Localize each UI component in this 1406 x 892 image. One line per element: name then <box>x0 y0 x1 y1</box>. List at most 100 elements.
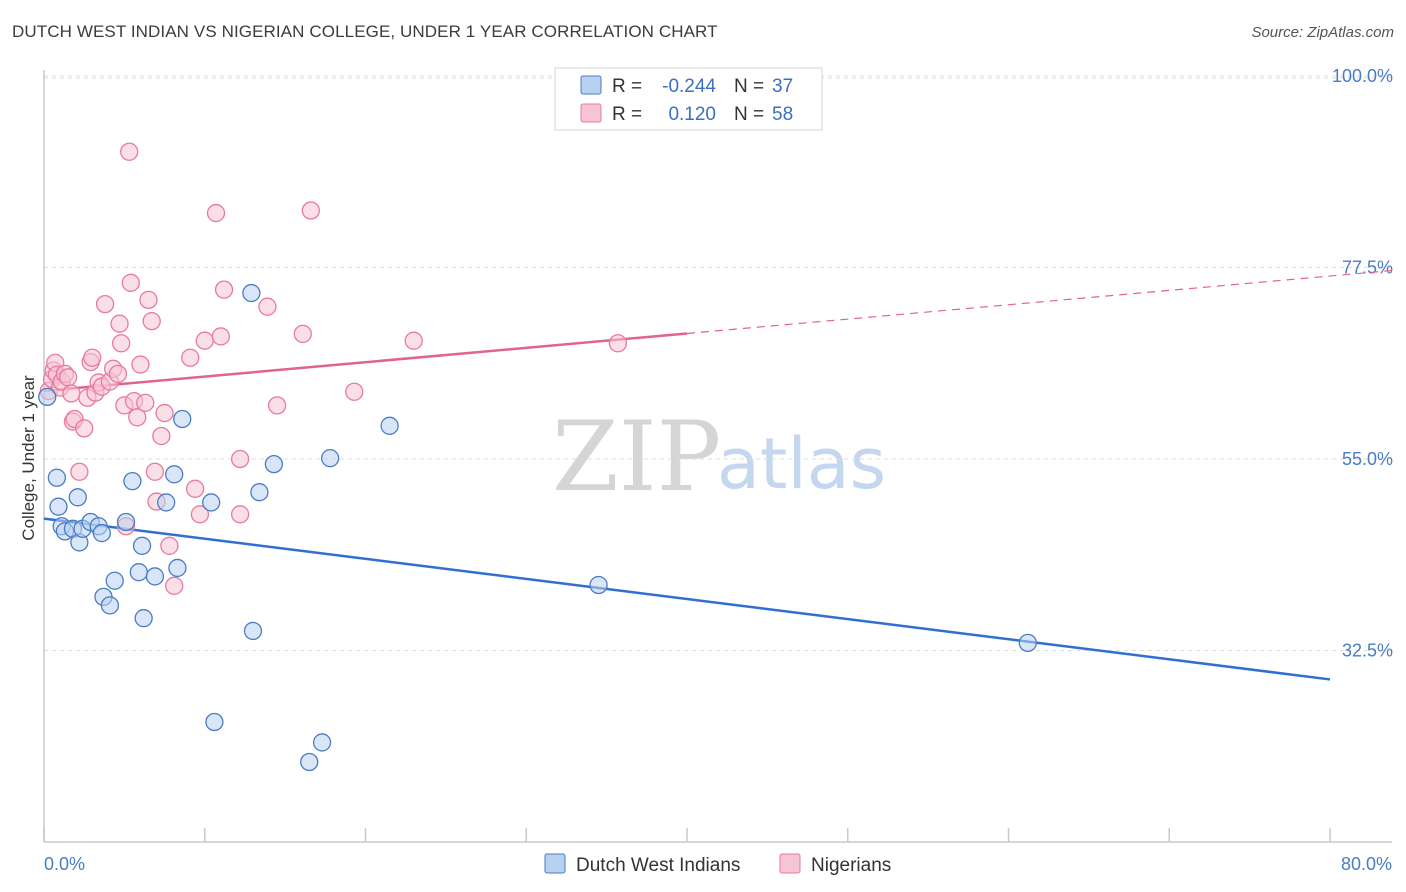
nigerians-point <box>121 273 140 292</box>
nigerians-point <box>142 311 161 331</box>
nigerians-point <box>211 327 230 346</box>
y-axis-label: College, Under 1 year <box>19 375 38 541</box>
dutch-west-indians-point <box>165 465 184 484</box>
x-tick-label-max: 80.0% <box>1341 854 1392 874</box>
nigerians-point <box>58 368 78 387</box>
nigerians-point <box>214 280 234 299</box>
watermark-atlas: atlas <box>717 423 886 505</box>
dutch-west-indians-point <box>68 488 87 507</box>
dutch-west-indians-point <box>38 387 57 407</box>
legend-n-value-pink: 58 <box>772 104 793 125</box>
nigerians-point <box>155 403 174 423</box>
nigerians-point <box>165 576 184 595</box>
legend-n-label-pink: N = <box>734 104 764 125</box>
dutch-west-indians-point <box>312 733 332 752</box>
chart-title: DUTCH WEST INDIAN VS NIGERIAN COLLEGE, U… <box>12 22 718 41</box>
dutch-west-indians-point <box>92 523 112 543</box>
nigerians-point <box>136 393 155 412</box>
nigerians-point <box>608 334 628 353</box>
nigerians-point <box>75 419 94 438</box>
dutch-west-indians-point <box>173 409 192 429</box>
dutch-west-indians-point <box>132 536 152 555</box>
nigerians-point <box>181 348 200 367</box>
bottom-legend-swatch-pink <box>779 853 801 874</box>
y-tick-label: 77.5% <box>1342 258 1393 278</box>
nigerians-point <box>131 355 150 374</box>
trend-lines <box>43 269 1393 681</box>
nigerians-point <box>62 384 81 403</box>
source-label: Source: ZipAtlas.com <box>1251 24 1394 41</box>
dutch-west-indians-point <box>134 609 153 628</box>
bottom-legend: Dutch West Indians Nigerians <box>544 853 891 876</box>
y-tick-label: 32.5% <box>1342 641 1393 661</box>
dutch-west-indians-point <box>380 416 399 435</box>
nigerians-point <box>152 426 171 446</box>
trend-line-nigerians-extension <box>686 269 1393 335</box>
nigerians-point <box>301 201 320 220</box>
y-tick-labels: 32.5% 55.0% 77.5% 100.0% <box>1332 66 1393 660</box>
dutch-west-indians-point <box>243 621 263 641</box>
legend-r-value-pink: 0.120 <box>668 104 716 125</box>
legend-r-label-blue: R = <box>612 76 642 97</box>
dutch-west-indians-point <box>145 567 165 586</box>
nigerians-point <box>206 203 226 223</box>
nigerians-point <box>195 331 214 350</box>
nigerians-point <box>404 331 423 350</box>
grid-lines <box>44 75 1392 652</box>
nigerians-point <box>70 462 89 481</box>
nigerians-point <box>139 290 158 310</box>
dutch-west-indians-point <box>116 512 136 532</box>
nigerians-point <box>230 505 250 524</box>
legend-swatch-blue <box>580 75 602 95</box>
nigerians-point <box>112 334 131 353</box>
dutch-west-indians-point <box>250 483 269 502</box>
watermark-zip: ZIP <box>552 401 721 513</box>
legend-n-label-blue: N = <box>734 76 764 97</box>
dutch-west-indians-point <box>157 493 176 512</box>
dutch-west-indians-point <box>47 468 67 487</box>
nigerians-point <box>190 505 210 524</box>
dutch-west-indians-point <box>100 596 120 615</box>
nigerians-point <box>95 294 115 314</box>
dutch-west-indians-point <box>589 575 608 595</box>
legend-n-value-blue: 37 <box>772 76 793 97</box>
x-axis-ticks <box>43 828 1331 842</box>
nigerians-point <box>267 396 287 415</box>
bottom-legend-label-pink: Nigerians <box>811 855 891 876</box>
nigerians-point <box>345 382 364 401</box>
dutch-west-indians-point <box>129 563 148 582</box>
trend-line-dutch-west-indians <box>43 517 1331 681</box>
nigerians-point <box>230 449 250 469</box>
dutch-west-indians-point <box>264 454 284 474</box>
nigerians-point <box>108 364 128 384</box>
y-tick-label: 55.0% <box>1342 449 1393 469</box>
dutch-west-indians-point <box>105 571 124 590</box>
nigerians-point <box>83 348 102 367</box>
legend-r-value-blue: -0.244 <box>662 76 716 97</box>
dutch-west-indians-points <box>38 283 1037 772</box>
trend-line-nigerians <box>43 332 688 393</box>
nigerians-point <box>185 479 205 498</box>
dutch-west-indians-point <box>242 283 261 303</box>
dutch-west-indians-point <box>123 471 142 491</box>
x-tick-label-min: 0.0% <box>44 854 85 874</box>
bottom-legend-swatch-blue <box>544 853 566 874</box>
nigerians-point <box>128 408 147 427</box>
nigerians-point <box>120 142 139 161</box>
dutch-west-indians-point <box>205 712 224 732</box>
dutch-west-indians-point <box>202 493 221 512</box>
nigerians-points <box>39 142 628 595</box>
nigerians-point <box>145 462 165 481</box>
dutch-west-indians-point <box>168 558 187 578</box>
nigerians-point <box>160 536 179 555</box>
legend-swatch-pink <box>580 103 602 123</box>
legend-r-label-pink: R = <box>612 104 642 125</box>
legend: R = -0.244 N = 37 R = 0.120 N = 58 <box>554 67 823 131</box>
nigerians-point <box>258 297 277 316</box>
nigerians-point <box>293 324 312 344</box>
dutch-west-indians-point <box>300 752 319 772</box>
nigerians-point <box>110 314 129 333</box>
dutch-west-indians-point <box>1018 633 1037 652</box>
dutch-west-indians-point <box>49 497 68 516</box>
